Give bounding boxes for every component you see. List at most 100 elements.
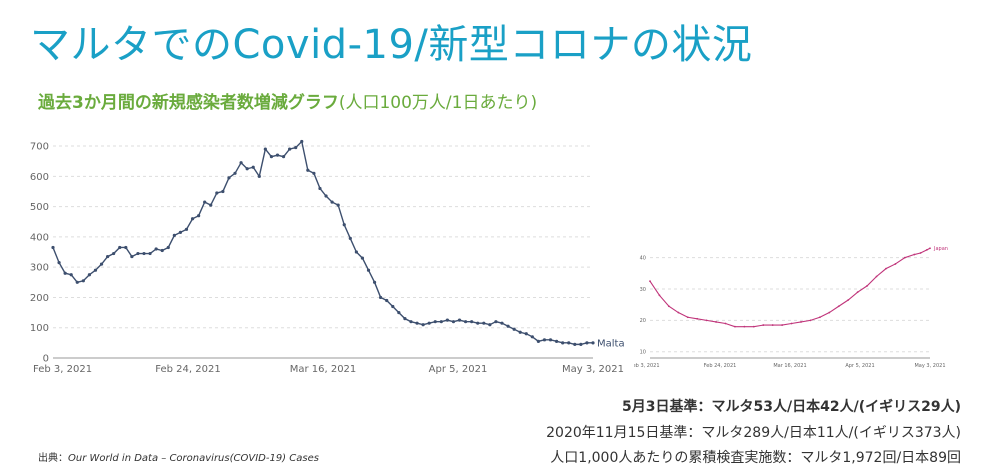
- data-point: [63, 271, 67, 275]
- data-point: [677, 311, 680, 314]
- data-point: [482, 321, 486, 325]
- data-point: [837, 305, 840, 308]
- data-point: [87, 273, 92, 277]
- data-point: [885, 267, 887, 270]
- data-point: [136, 251, 140, 256]
- data-point: [366, 268, 371, 272]
- data-point: [75, 280, 79, 284]
- data-point: [573, 342, 577, 346]
- data-point: [239, 161, 243, 165]
- data-point: [269, 155, 274, 159]
- data-point: [397, 310, 401, 315]
- data-point: [512, 327, 516, 331]
- x-tick-label: Feb 3, 2021: [33, 364, 92, 375]
- data-point: [734, 325, 736, 328]
- y-tick-label: 600: [30, 172, 49, 183]
- data-point: [330, 200, 334, 204]
- x-tick-label: May 3, 2021: [562, 364, 624, 375]
- data-point: [184, 227, 189, 231]
- data-point: [790, 322, 793, 325]
- x-tick-label: Feb 3, 2021: [634, 363, 660, 369]
- data-point: [585, 341, 589, 345]
- data-point: [771, 324, 774, 326]
- data-point: [385, 298, 389, 303]
- data-point: [856, 291, 859, 294]
- data-point: [245, 167, 249, 171]
- data-point: [233, 171, 237, 175]
- data-point: [203, 200, 207, 204]
- data-point: [743, 325, 746, 328]
- data-point: [421, 323, 425, 327]
- x-tick-label: Apr 5, 2021: [429, 364, 488, 375]
- data-point: [715, 321, 717, 323]
- data-point: [894, 263, 897, 265]
- data-point: [724, 322, 727, 325]
- data-point: [705, 319, 708, 322]
- data-point: [415, 321, 419, 325]
- data-point: [518, 330, 522, 334]
- data-point: [130, 254, 134, 259]
- data-point: [925, 248, 928, 251]
- data-point: [554, 339, 559, 343]
- series-label: Malta: [597, 338, 625, 349]
- data-point: [148, 251, 152, 256]
- data-point: [781, 324, 784, 326]
- data-point: [51, 245, 55, 250]
- y-tick-label: 700: [30, 142, 49, 153]
- data-point: [866, 284, 868, 287]
- data-point: [903, 256, 906, 259]
- source-prefix: 出典：: [38, 453, 68, 464]
- data-point: [457, 318, 462, 322]
- data-point: [658, 294, 661, 297]
- data-point: [470, 320, 474, 324]
- data-point: [818, 316, 821, 319]
- data-point: [251, 165, 255, 169]
- data-point: [752, 325, 755, 328]
- data-point: [875, 275, 878, 278]
- data-point: [494, 320, 498, 324]
- source-note: 出典：Our World in Data – Coronavirus(COVID…: [38, 449, 319, 464]
- data-point: [81, 279, 85, 283]
- data-point: [372, 280, 377, 284]
- data-point: [106, 254, 110, 259]
- data-point: [530, 335, 534, 339]
- data-point: [300, 139, 304, 144]
- subtitle-unit: (人口100万人/1日あたり): [338, 93, 538, 113]
- x-tick-label: Feb 24, 2021: [704, 363, 737, 369]
- data-point: [257, 174, 261, 178]
- y-tick-label: 400: [30, 232, 49, 243]
- data-point: [348, 236, 352, 241]
- data-point: [919, 252, 922, 254]
- data-point: [160, 248, 164, 253]
- data-point: [294, 145, 298, 150]
- data-point: [93, 268, 98, 272]
- data-point: [221, 189, 225, 194]
- japan-cases-chart: 10 20 30 40 Feb 3, 2021 Feb 24, 2021 Mar 16, 2…: [634, 246, 948, 369]
- summary-may3: 5月3日基準：マルタ53人/日本42人/(イギリス29人): [622, 399, 961, 415]
- series-line-malta: [52, 140, 593, 346]
- summary-nov15: 2020年11月15日基準：マルタ289人/日本11人/(イギリス373人): [546, 425, 961, 441]
- data-point: [178, 230, 183, 234]
- data-point: [318, 186, 322, 191]
- data-point: [288, 147, 292, 151]
- data-point: [542, 338, 547, 342]
- data-point: [379, 295, 383, 300]
- data-point: [451, 320, 456, 324]
- data-point: [847, 299, 850, 301]
- data-point: [561, 341, 565, 345]
- data-point: [696, 317, 699, 320]
- data-point: [142, 251, 146, 256]
- data-point: [536, 339, 540, 343]
- x-tick-label: Mar 16, 2021: [773, 363, 806, 369]
- data-point: [166, 245, 170, 250]
- data-point: [500, 321, 504, 325]
- data-point: [99, 262, 104, 266]
- y-tick-label: 40: [640, 255, 646, 261]
- x-tick-label: Apr 5, 2021: [845, 363, 874, 369]
- data-point: [649, 280, 651, 283]
- data-point: [828, 311, 831, 314]
- data-point: [263, 147, 267, 151]
- data-point: [342, 223, 346, 227]
- y-tick-label: 30: [640, 287, 646, 293]
- data-point: [306, 168, 310, 172]
